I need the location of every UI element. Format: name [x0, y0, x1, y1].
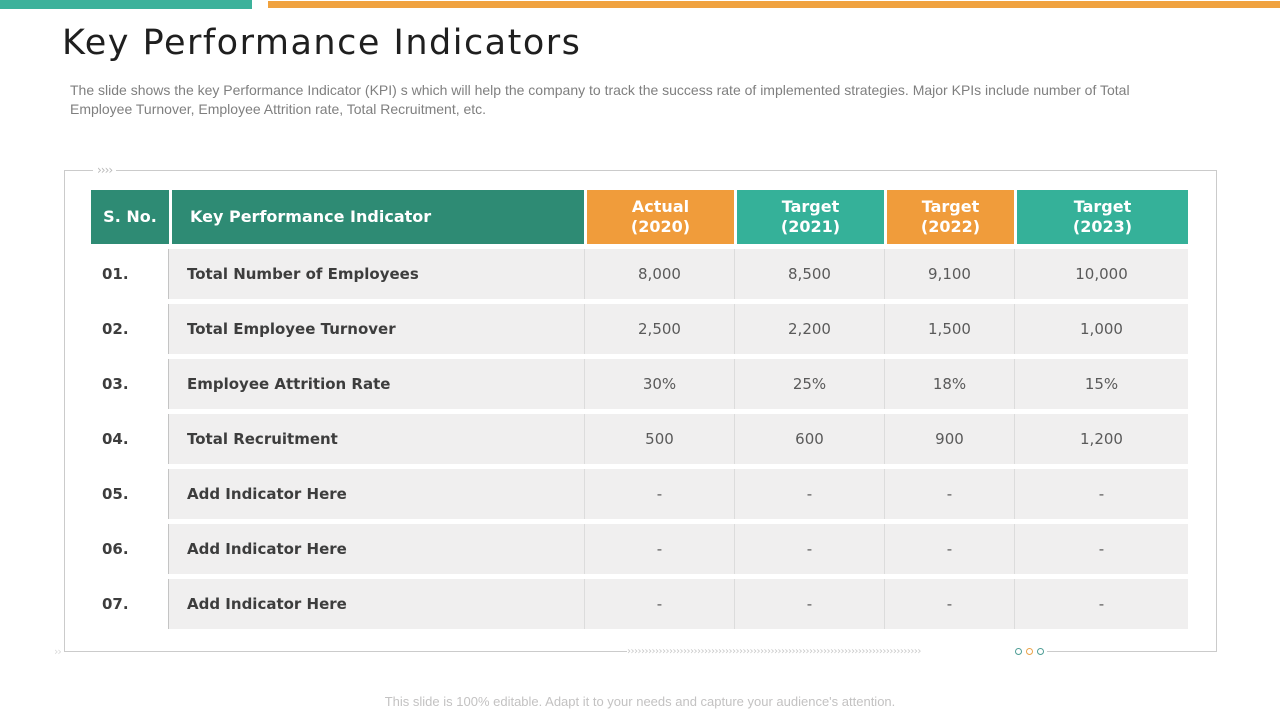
cell-value: 18% [884, 359, 1014, 409]
description-line-1: The slide shows the key Performance Indi… [70, 82, 1130, 98]
column-header-sublabel: (2022) [920, 217, 981, 236]
editable-note: This slide is 100% editable. Adapt it to… [384, 694, 896, 709]
dot-orange-icon [1026, 648, 1033, 655]
cell-value: - [734, 524, 884, 574]
cell-value: - [1014, 579, 1188, 629]
table-panel [64, 163, 1217, 658]
column-header-label: Actual [631, 197, 690, 216]
chevron-line-decoration [627, 646, 1015, 658]
cell-value: 1,200 [1014, 414, 1188, 464]
cell-value: 8,000 [584, 249, 734, 299]
chevron-right-icon [93, 163, 117, 177]
row-number: 01. [91, 249, 169, 299]
row-indicator: Add Indicator Here [169, 579, 584, 629]
cell-value: 10,000 [1014, 249, 1188, 299]
top-accent-bar-orange [268, 1, 1280, 8]
column-header-actual-2020: Actual (2020) [584, 190, 734, 244]
row-number: 02. [91, 304, 169, 354]
column-header-sublabel: (2020) [630, 217, 691, 236]
chevron-right-icon [54, 645, 61, 659]
cell-value: - [884, 469, 1014, 519]
cell-value: - [584, 524, 734, 574]
description-line-2: Employee Turnover, Employee Attrition ra… [70, 101, 487, 117]
cell-value: - [734, 579, 884, 629]
top-accent-bar-teal [0, 0, 252, 9]
slide-title: Key Performance Indicators [62, 23, 582, 63]
row-indicator: Total Recruitment [169, 414, 584, 464]
column-header-target-2023: Target (2023) [1014, 190, 1188, 244]
cell-value: 1,500 [884, 304, 1014, 354]
column-header-sno: S. No. [91, 190, 169, 244]
decoration-dots [1012, 648, 1047, 655]
cell-value: 600 [734, 414, 884, 464]
row-indicator: Total Number of Employees [169, 249, 584, 299]
column-header-label: Key Performance Indicator [190, 207, 432, 226]
cell-value: - [884, 524, 1014, 574]
slide-description: The slide shows the key Performance Indi… [70, 81, 1190, 119]
cell-value: 500 [584, 414, 734, 464]
column-header-label: Target [781, 197, 840, 216]
cell-value: - [884, 579, 1014, 629]
cell-value: - [1014, 524, 1188, 574]
cell-value: - [584, 579, 734, 629]
row-number: 04. [91, 414, 169, 464]
row-number: 07. [91, 579, 169, 629]
dot-teal-icon [1037, 648, 1044, 655]
column-header-indicator: Key Performance Indicator [169, 190, 584, 244]
cell-value: - [734, 469, 884, 519]
cell-value: 900 [884, 414, 1014, 464]
column-header-target-2022: Target (2022) [884, 190, 1014, 244]
row-number: 03. [91, 359, 169, 409]
cell-value: 1,000 [1014, 304, 1188, 354]
cell-value: 25% [734, 359, 884, 409]
column-header-sublabel: (2023) [1072, 217, 1133, 236]
cell-value: 8,500 [734, 249, 884, 299]
row-number: 05. [91, 469, 169, 519]
row-indicator: Add Indicator Here [169, 524, 584, 574]
kpi-table: S. No. Key Performance Indicator Actual … [91, 190, 1188, 629]
column-header-label: Target [1073, 197, 1132, 216]
column-header-target-2021: Target (2021) [734, 190, 884, 244]
cell-value: 2,500 [584, 304, 734, 354]
column-header-label: S. No. [103, 207, 157, 226]
cell-value: 2,200 [734, 304, 884, 354]
row-indicator: Add Indicator Here [169, 469, 584, 519]
column-header-sublabel: (2021) [780, 217, 841, 236]
column-header-label: Target [921, 197, 980, 216]
dot-teal-icon [1015, 648, 1022, 655]
row-number: 06. [91, 524, 169, 574]
cell-value: - [584, 469, 734, 519]
cell-value: 9,100 [884, 249, 1014, 299]
row-indicator: Employee Attrition Rate [169, 359, 584, 409]
cell-value: 15% [1014, 359, 1188, 409]
cell-value: - [1014, 469, 1188, 519]
row-indicator: Total Employee Turnover [169, 304, 584, 354]
cell-value: 30% [584, 359, 734, 409]
